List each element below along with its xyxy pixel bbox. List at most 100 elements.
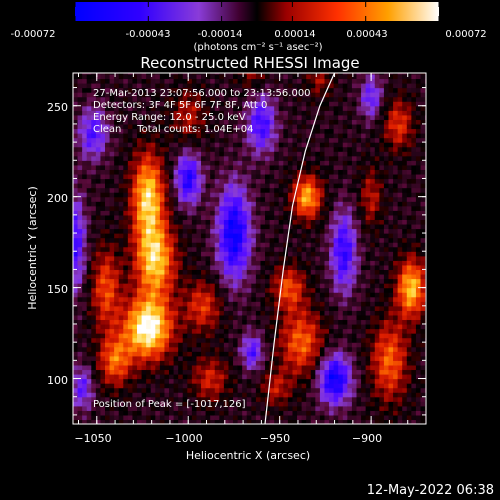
heatmap-cell — [342, 346, 348, 352]
heatmap-cell — [159, 319, 166, 325]
heatmap-cell — [118, 333, 124, 339]
heatmap-cell — [77, 419, 83, 424]
heatmap-cell — [251, 305, 257, 311]
heatmap-cell — [246, 292, 252, 298]
heatmap-cell — [342, 73, 348, 75]
heatmap-cell — [219, 119, 225, 125]
heatmap-cell — [324, 396, 330, 402]
heatmap-cell — [338, 364, 344, 371]
heatmap-cell — [105, 283, 111, 289]
heatmap-cell — [301, 83, 307, 89]
heatmap-cell — [86, 183, 92, 189]
heatmap-cell — [274, 328, 280, 334]
heatmap-cell — [319, 114, 326, 120]
heatmap-cell — [132, 392, 138, 398]
heatmap-cell — [342, 205, 348, 211]
heatmap-cell — [274, 333, 280, 339]
heatmap-cell — [292, 223, 298, 230]
heatmap-cell — [324, 419, 330, 424]
heatmap-cell — [105, 396, 111, 402]
heatmap-cell — [228, 283, 234, 289]
heatmap-cell — [123, 260, 129, 266]
heatmap-cell — [242, 114, 248, 120]
heatmap-cell — [260, 369, 266, 375]
heatmap-cell — [205, 392, 211, 398]
heatmap-cell — [73, 333, 79, 339]
heatmap-cell — [283, 328, 289, 334]
heatmap-cell — [118, 146, 124, 152]
heatmap-cell — [319, 378, 326, 384]
heatmap-cell — [246, 342, 252, 348]
heatmap-cell — [306, 142, 312, 148]
heatmap-cell — [73, 73, 79, 75]
heatmap-cell — [269, 310, 275, 316]
heatmap-cell — [347, 228, 353, 234]
heatmap-cell — [214, 133, 220, 139]
heatmap-cell — [210, 360, 216, 366]
heatmap-cell — [255, 387, 262, 393]
heatmap-cell — [123, 146, 129, 152]
heatmap-cell — [306, 314, 312, 321]
heatmap-cell — [301, 405, 307, 411]
heatmap-cell — [141, 187, 147, 193]
heatmap-cell — [301, 119, 307, 125]
heatmap-cell — [310, 192, 316, 198]
heatmap-cell — [219, 110, 225, 116]
heatmap-cell — [361, 392, 367, 398]
heatmap-cell — [260, 169, 266, 175]
heatmap-cell — [251, 387, 257, 393]
heatmap-cell — [132, 214, 138, 220]
heatmap-cell — [333, 73, 339, 75]
heatmap-cell — [91, 323, 97, 330]
heatmap-cell — [255, 273, 262, 280]
heatmap-cell — [164, 228, 170, 234]
heatmap-cell — [361, 173, 367, 180]
heatmap-cell — [210, 264, 216, 271]
heatmap-cell — [246, 369, 252, 375]
heatmap-cell — [278, 164, 284, 170]
heatmap-cell — [73, 73, 79, 80]
heatmap-cell — [287, 305, 294, 311]
heatmap-cell — [100, 228, 106, 234]
heatmap-cell — [201, 178, 207, 184]
heatmap-cell — [233, 328, 239, 334]
heatmap-cell — [251, 260, 257, 266]
heatmap-cell — [86, 355, 92, 361]
heatmap-cell — [191, 360, 198, 366]
heatmap-cell — [187, 83, 193, 89]
heatmap-cell — [274, 337, 280, 343]
heatmap-cell — [109, 378, 115, 384]
heatmap-cell — [155, 173, 161, 180]
heatmap-cell — [269, 92, 275, 98]
heatmap-cell — [269, 155, 275, 161]
heatmap-cell — [319, 83, 326, 89]
heatmap-cell — [173, 246, 179, 252]
heatmap-cell — [150, 373, 156, 380]
heatmap-cell — [155, 205, 161, 211]
heatmap-cell — [255, 328, 262, 334]
heatmap-cell — [351, 155, 358, 161]
heatmap-cell — [196, 269, 202, 275]
heatmap-cell — [351, 328, 358, 334]
heatmap-cell — [319, 214, 326, 220]
heatmap-cell — [173, 110, 179, 116]
heatmap-cell — [155, 119, 161, 125]
heatmap-cell — [114, 110, 120, 116]
heatmap-cell — [132, 251, 138, 257]
heatmap-cell — [182, 114, 188, 120]
heatmap-cell — [237, 287, 243, 293]
heatmap-cell — [310, 342, 316, 348]
heatmap-cell — [356, 360, 362, 366]
heatmap-cell — [105, 160, 111, 166]
heatmap-cell — [265, 260, 271, 266]
heatmap-cell — [150, 305, 156, 311]
heatmap-cell — [210, 333, 216, 339]
heatmap-cell — [214, 119, 220, 125]
heatmap-cell — [169, 196, 175, 202]
heatmap-cell — [132, 264, 138, 271]
heatmap-cell — [342, 169, 348, 175]
heatmap-cell — [265, 360, 271, 366]
heatmap-cell — [118, 137, 124, 143]
heatmap-cell — [105, 119, 111, 125]
heatmap-cell — [182, 242, 188, 248]
